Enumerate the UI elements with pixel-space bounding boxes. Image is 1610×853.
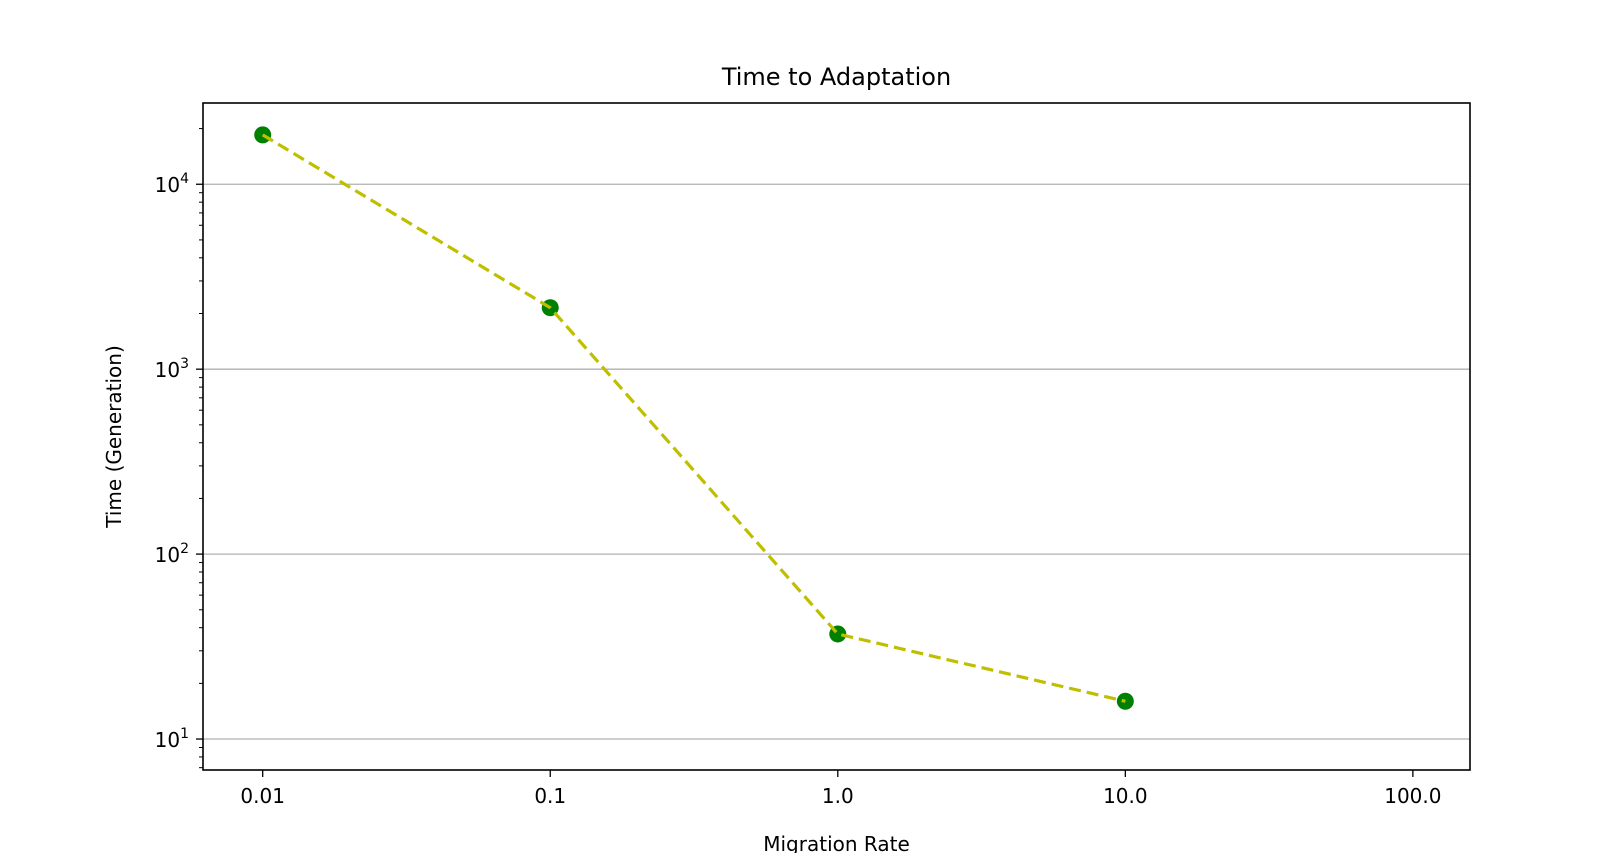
x-tick-label: 100.0	[1384, 784, 1441, 808]
y-tick-label: 101	[155, 726, 189, 752]
y-tick-label: 102	[155, 541, 189, 567]
y-tick-label: 103	[155, 356, 189, 382]
x-tick-label: 0.01	[240, 784, 285, 808]
series-line	[261, 133, 1126, 703]
x-axis-label: Migration Rate	[763, 832, 910, 853]
data-series	[254, 126, 1134, 710]
x-tick-label: 10.0	[1103, 784, 1148, 808]
plot-frame	[202, 102, 1471, 771]
y-tick-label: 104	[155, 171, 189, 197]
x-tick-label: 0.1	[534, 784, 566, 808]
y-axis-label: Time (Generation)	[102, 345, 126, 528]
grid-lines	[203, 183, 1470, 740]
y-axis: 101 102 103 104	[155, 128, 203, 769]
chart-title: Time to Adaptation	[721, 63, 951, 91]
x-tick-label: 1.0	[822, 784, 854, 808]
x-axis: 0.01 0.1 1.0 10.0 100.0	[240, 770, 1442, 808]
